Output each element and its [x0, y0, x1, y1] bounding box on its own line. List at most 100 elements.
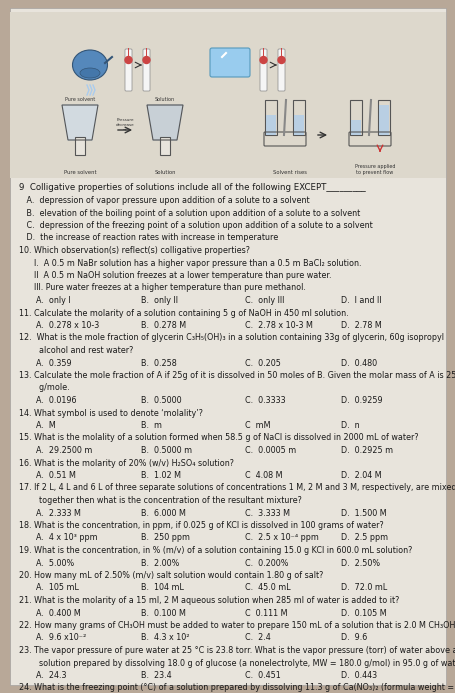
Text: 15. What is the molality of a solution formed when 58.5 g of NaCl is dissolved i: 15. What is the molality of a solution f…: [19, 434, 417, 443]
Text: C.  0.451: C. 0.451: [245, 671, 281, 680]
Text: A.  depression of vapor pressure upon addition of a solute to a solvent: A. depression of vapor pressure upon add…: [19, 196, 308, 205]
Text: 18. What is the concentration, in ppm, if 0.025 g of KCl is dissolved in 100 gra: 18. What is the concentration, in ppm, i…: [19, 521, 383, 530]
Text: III. Pure water freezes at a higher temperature than pure methanol.: III. Pure water freezes at a higher temp…: [19, 283, 305, 292]
Text: C.  2.4: C. 2.4: [245, 633, 271, 642]
Text: B.  0.100 M: B. 0.100 M: [141, 608, 185, 617]
Text: C  4.08 M: C 4.08 M: [245, 471, 282, 480]
Text: C.  2.5 x 10⁻⁴ ppm: C. 2.5 x 10⁻⁴ ppm: [245, 534, 318, 543]
Text: Pressure
decrease
→: Pressure decrease →: [116, 118, 134, 131]
Text: Solution: Solution: [155, 97, 175, 102]
Text: A.  4 x 10³ ppm: A. 4 x 10³ ppm: [36, 534, 97, 543]
Text: D.  0.2925 m: D. 0.2925 m: [341, 446, 393, 455]
FancyBboxPatch shape: [143, 49, 150, 91]
Text: A.  5.00%: A. 5.00%: [36, 559, 74, 568]
Text: C.  0.0005 m: C. 0.0005 m: [245, 446, 296, 455]
Text: 24. What is the freezing point (°C) of a solution prepared by dissolving 11.3 g : 24. What is the freezing point (°C) of a…: [19, 683, 453, 692]
Text: g/mole.: g/mole.: [19, 383, 69, 392]
Text: B.  0.5000 m: B. 0.5000 m: [141, 446, 192, 455]
Text: B.  2.00%: B. 2.00%: [141, 559, 179, 568]
Text: A.  0.359: A. 0.359: [36, 358, 71, 367]
Text: D.  0.443: D. 0.443: [341, 671, 377, 680]
FancyBboxPatch shape: [210, 48, 249, 77]
Text: Solution: Solution: [154, 170, 175, 175]
Text: C.  only III: C. only III: [245, 296, 284, 305]
Text: D.  9.6: D. 9.6: [341, 633, 367, 642]
Text: alcohol and rest water?: alcohol and rest water?: [19, 346, 133, 355]
Text: A.  0.0196: A. 0.0196: [36, 396, 76, 405]
Text: C.  0.3333: C. 0.3333: [245, 396, 285, 405]
Text: Pressure applied
to prevent flow: Pressure applied to prevent flow: [354, 164, 394, 175]
FancyBboxPatch shape: [293, 115, 303, 135]
Text: D.  72.0 mL: D. 72.0 mL: [341, 584, 387, 593]
Text: A.  only I: A. only I: [36, 296, 71, 305]
Text: C.  0.205: C. 0.205: [245, 358, 281, 367]
FancyBboxPatch shape: [128, 48, 129, 60]
FancyBboxPatch shape: [125, 49, 131, 91]
Circle shape: [278, 57, 284, 64]
Text: C.  depression of the freezing point of a solution upon addition of a solute to : C. depression of the freezing point of a…: [19, 221, 372, 230]
Text: B.  0.278 M: B. 0.278 M: [141, 321, 186, 330]
Text: A.  M: A. M: [36, 421, 56, 430]
Ellipse shape: [80, 68, 100, 78]
Text: B.  4.3 x 10²: B. 4.3 x 10²: [141, 633, 189, 642]
FancyBboxPatch shape: [280, 48, 281, 57]
Text: D.  I and II: D. I and II: [341, 296, 381, 305]
Text: D.  n: D. n: [341, 421, 359, 430]
FancyBboxPatch shape: [278, 49, 284, 91]
Text: together then what is the concentration of the resultant mixture?: together then what is the concentration …: [19, 496, 301, 505]
Text: A.  29.2500 m: A. 29.2500 m: [36, 446, 92, 455]
Text: I.  A 0.5 m NaBr solution has a higher vapor pressure than a 0.5 m BaCl₂ solutio: I. A 0.5 m NaBr solution has a higher va…: [19, 258, 360, 267]
Text: C  0.111 M: C 0.111 M: [245, 608, 287, 617]
Circle shape: [143, 57, 150, 64]
Circle shape: [125, 57, 131, 64]
Text: 22. How many grams of CH₃OH must be added to water to prepare 150 mL of a soluti: 22. How many grams of CH₃OH must be adde…: [19, 621, 455, 630]
Text: Pure solvent: Pure solvent: [64, 170, 96, 175]
Text: D.  1.500 M: D. 1.500 M: [341, 509, 386, 518]
Text: B.  1.02 M: B. 1.02 M: [141, 471, 180, 480]
Polygon shape: [62, 105, 98, 140]
FancyBboxPatch shape: [350, 120, 360, 135]
FancyBboxPatch shape: [146, 48, 147, 57]
Text: A.  0.400 M: A. 0.400 M: [36, 608, 81, 617]
Text: C.  0.200%: C. 0.200%: [245, 559, 288, 568]
Text: B.  6.000 M: B. 6.000 M: [141, 509, 185, 518]
Text: 9  Colligative properties of solutions include all of the following EXCEPT______: 9 Colligative properties of solutions in…: [19, 183, 364, 192]
Text: B.  0.5000: B. 0.5000: [141, 396, 181, 405]
Circle shape: [259, 57, 267, 64]
Text: B.  104 mL: B. 104 mL: [141, 584, 183, 593]
Text: D.  2.50%: D. 2.50%: [341, 559, 379, 568]
FancyBboxPatch shape: [160, 137, 170, 155]
Text: B.  only II: B. only II: [141, 296, 177, 305]
FancyBboxPatch shape: [378, 105, 388, 135]
Text: 13. Calculate the mole fraction of A if 25g of it is dissolved in 50 moles of B.: 13. Calculate the mole fraction of A if …: [19, 371, 455, 380]
Text: D.  the increase of reaction rates with increase in temperature: D. the increase of reaction rates with i…: [19, 234, 278, 243]
Polygon shape: [147, 105, 182, 140]
Text: Pure solvent: Pure solvent: [65, 97, 95, 102]
Text: A.  24.3: A. 24.3: [36, 671, 66, 680]
FancyBboxPatch shape: [75, 137, 85, 155]
Text: 12.  What is the mole fraction of glycerin C₃H₅(OH)₃ in a solution containing 33: 12. What is the mole fraction of glyceri…: [19, 333, 443, 342]
Text: A.  0.278 x 10-3: A. 0.278 x 10-3: [36, 321, 99, 330]
Text: 17. If 2 L, 4 L and 6 L of three separate solutions of concentrations 1 M, 2 M a: 17. If 2 L, 4 L and 6 L of three separat…: [19, 484, 455, 493]
Text: solution prepared by dissolving 18.0 g of glucose (a nonelectrolyte, MW = 180.0 : solution prepared by dissolving 18.0 g o…: [19, 658, 455, 667]
Text: C  mM: C mM: [245, 421, 270, 430]
FancyBboxPatch shape: [265, 115, 275, 135]
Text: 14. What symbol is used to denote ‘molality’?: 14. What symbol is used to denote ‘molal…: [19, 408, 202, 417]
Text: Solvent rises: Solvent rises: [273, 170, 306, 175]
Text: 11. Calculate the molarity of a solution containing 5 g of NaOH in 450 ml soluti: 11. Calculate the molarity of a solution…: [19, 308, 348, 317]
Text: 21. What is the molarity of a 15 ml, 2 M aqueous solution when 285 ml of water i: 21. What is the molarity of a 15 ml, 2 M…: [19, 596, 398, 605]
Text: A.  0.51 M: A. 0.51 M: [36, 471, 76, 480]
Text: A.  9.6 x10⁻²: A. 9.6 x10⁻²: [36, 633, 86, 642]
Text: D.  0.9259: D. 0.9259: [341, 396, 382, 405]
FancyBboxPatch shape: [10, 12, 445, 178]
Text: D.  0.480: D. 0.480: [341, 358, 377, 367]
Text: C.  45.0 mL: C. 45.0 mL: [245, 584, 290, 593]
Text: B.  elevation of the boiling point of a solution upon addition of a solute to a : B. elevation of the boiling point of a s…: [19, 209, 359, 218]
Text: C.  2.78 x 10-3 M: C. 2.78 x 10-3 M: [245, 321, 313, 330]
Text: A.  2.333 M: A. 2.333 M: [36, 509, 81, 518]
Text: D.  2.5 ppm: D. 2.5 ppm: [341, 534, 388, 543]
Text: B.  0.258: B. 0.258: [141, 358, 176, 367]
Text: C.  3.333 M: C. 3.333 M: [245, 509, 290, 518]
Text: D.  0.105 M: D. 0.105 M: [341, 608, 386, 617]
FancyBboxPatch shape: [10, 8, 445, 685]
